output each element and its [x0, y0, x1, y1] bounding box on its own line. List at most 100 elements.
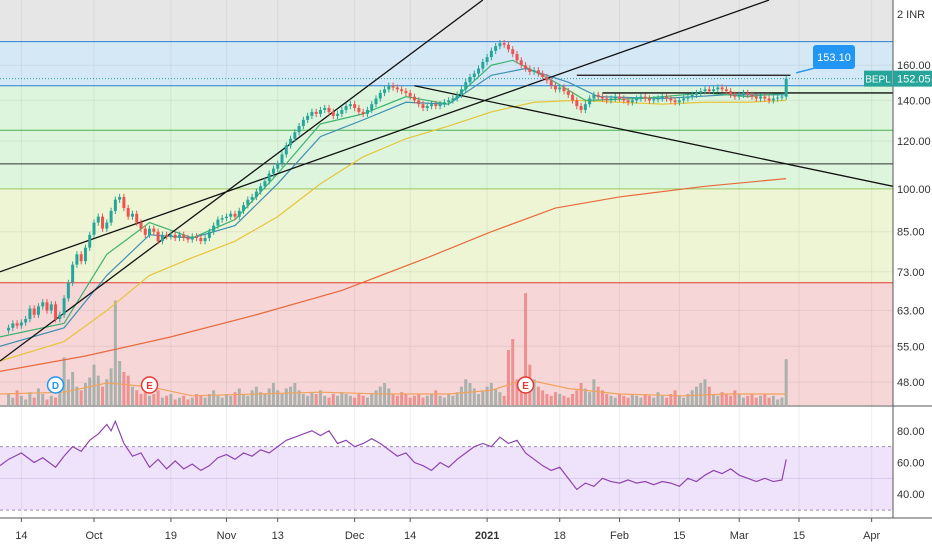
candle-body[interactable]	[549, 80, 553, 86]
candle-body[interactable]	[536, 70, 540, 74]
candle-body[interactable]	[485, 57, 489, 62]
candle-body[interactable]	[596, 94, 600, 97]
candle-body[interactable]	[472, 73, 476, 78]
candle-body[interactable]	[224, 216, 228, 219]
candle-body[interactable]	[182, 234, 186, 238]
candle-body[interactable]	[716, 87, 720, 90]
candle-body[interactable]	[451, 98, 455, 101]
candle-body[interactable]	[442, 102, 446, 105]
candle-body[interactable]	[280, 154, 284, 164]
candle-body[interactable]	[357, 108, 361, 112]
candle-body[interactable]	[271, 168, 275, 174]
candle-body[interactable]	[186, 237, 190, 240]
candle-body[interactable]	[425, 106, 429, 109]
trendline-1[interactable]	[0, 0, 770, 273]
candle-body[interactable]	[421, 104, 425, 109]
candle-body[interactable]	[707, 89, 711, 92]
candle-body[interactable]	[15, 323, 19, 326]
event-marker-e[interactable]	[140, 376, 159, 394]
candle-body[interactable]	[524, 65, 528, 69]
candle-body[interactable]	[404, 91, 408, 93]
last-price-tag[interactable]	[893, 70, 932, 87]
candle-body[interactable]	[506, 44, 510, 50]
candle-body[interactable]	[647, 98, 651, 101]
candle-body[interactable]	[254, 191, 258, 197]
candle-body[interactable]	[780, 96, 784, 98]
candle-body[interactable]	[613, 96, 617, 99]
candle-body[interactable]	[417, 100, 421, 105]
candle-body[interactable]	[489, 50, 493, 58]
candle-body[interactable]	[28, 308, 32, 320]
candle-body[interactable]	[665, 96, 669, 99]
trendline-2[interactable]	[414, 85, 894, 187]
candle-body[interactable]	[477, 68, 481, 74]
candle-body[interactable]	[605, 98, 609, 101]
candle-body[interactable]	[207, 231, 211, 238]
candle-body[interactable]	[408, 92, 412, 97]
candle-body[interactable]	[532, 70, 536, 72]
candlesticks[interactable]	[7, 40, 788, 334]
candle-body[interactable]	[579, 106, 583, 110]
candle-body[interactable]	[289, 138, 293, 146]
candle-body[interactable]	[297, 126, 301, 133]
candle-body[interactable]	[233, 213, 237, 217]
candle-body[interactable]	[592, 94, 596, 99]
candle-body[interactable]	[767, 98, 771, 101]
candle-body[interactable]	[130, 213, 134, 217]
candle-body[interactable]	[395, 87, 399, 90]
candle-body[interactable]	[113, 199, 117, 211]
candle-body[interactable]	[250, 196, 254, 200]
candle-body[interactable]	[763, 96, 767, 99]
candle-body[interactable]	[49, 304, 53, 311]
candle-body[interactable]	[682, 98, 686, 101]
candle-body[interactable]	[635, 98, 639, 101]
candle-body[interactable]	[498, 43, 502, 47]
candle-body[interactable]	[374, 98, 378, 105]
trendline-0[interactable]	[0, 0, 484, 362]
candle-body[interactable]	[11, 323, 15, 328]
symbol-tag[interactable]	[864, 70, 892, 87]
candle-body[interactable]	[575, 100, 579, 107]
candle-body[interactable]	[323, 108, 327, 110]
candle-body[interactable]	[690, 94, 694, 97]
candle-body[interactable]	[438, 104, 442, 107]
candle-body[interactable]	[139, 222, 143, 229]
candle-body[interactable]	[502, 43, 506, 45]
event-marker-d[interactable]	[46, 376, 65, 394]
candle-body[interactable]	[571, 94, 575, 101]
candle-body[interactable]	[746, 92, 750, 95]
candle-body[interactable]	[703, 89, 707, 92]
candle-body[interactable]	[652, 99, 656, 101]
candle-body[interactable]	[54, 304, 58, 320]
candle-body[interactable]	[19, 322, 23, 326]
candle-body[interactable]	[41, 302, 45, 307]
candle-body[interactable]	[494, 46, 498, 51]
candle-body[interactable]	[318, 109, 322, 114]
candle-body[interactable]	[588, 98, 592, 105]
candle-body[interactable]	[177, 234, 181, 238]
candle-body[interactable]	[83, 247, 87, 262]
candle-body[interactable]	[327, 108, 331, 112]
candle-body[interactable]	[622, 98, 626, 101]
candle-body[interactable]	[771, 98, 775, 101]
candle-body[interactable]	[109, 210, 113, 223]
candle-body[interactable]	[412, 96, 416, 101]
candle-body[interactable]	[694, 92, 698, 95]
candle-body[interactable]	[383, 89, 387, 93]
candle-body[interactable]	[58, 314, 62, 320]
candle-body[interactable]	[36, 306, 40, 315]
candle-body[interactable]	[370, 104, 374, 110]
candle-body[interactable]	[156, 231, 160, 242]
candle-body[interactable]	[301, 119, 305, 127]
price-callout[interactable]	[813, 45, 855, 69]
candle-body[interactable]	[365, 109, 369, 114]
candle-body[interactable]	[92, 222, 96, 235]
candle-body[interactable]	[160, 234, 164, 242]
candle-body[interactable]	[468, 77, 472, 83]
candle-body[interactable]	[741, 92, 745, 95]
candle-body[interactable]	[79, 254, 83, 262]
candle-body[interactable]	[669, 98, 673, 101]
